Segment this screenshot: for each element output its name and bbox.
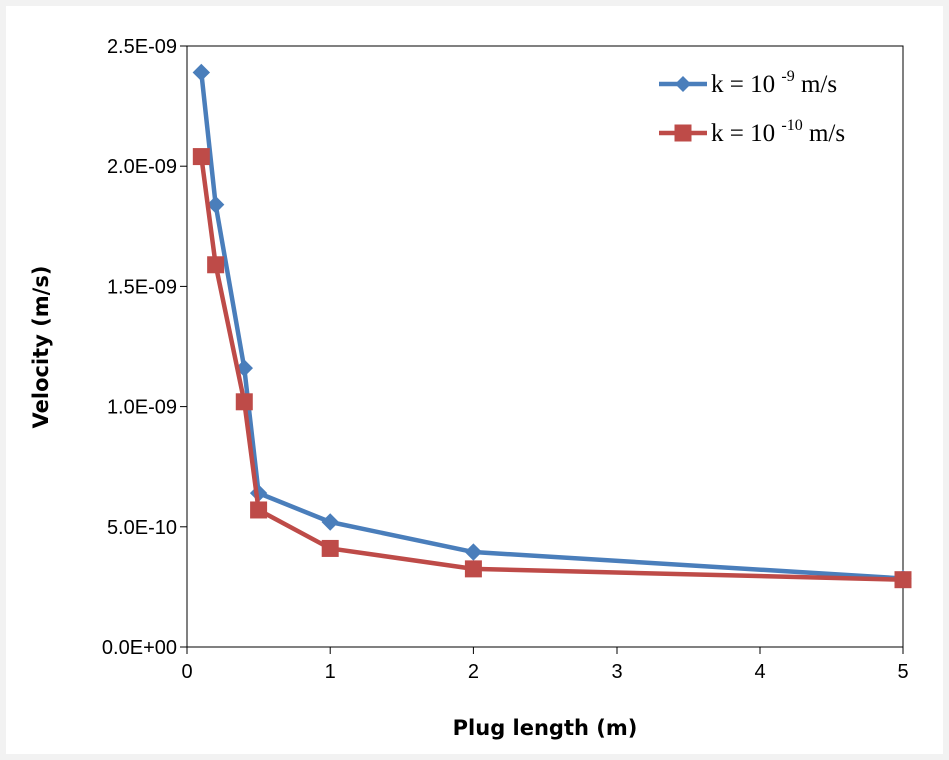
y-tick-label: 5.0E-10 [107, 517, 177, 539]
data-point-square [464, 560, 482, 578]
series-line-1 [199, 72, 904, 581]
data-point-diamond [464, 543, 483, 561]
data-point-square [192, 148, 210, 166]
legend-label-1: k = 10 -9 m/s [711, 68, 837, 98]
legend-label-2: k = 10 -10 m/s [711, 117, 845, 147]
data-point-diamond [206, 195, 225, 214]
x-tick-label: 4 [754, 661, 765, 683]
legend-marker-diamond [675, 76, 691, 92]
x-tick-label: 1 [325, 661, 336, 683]
data-point-square [321, 539, 339, 557]
x-tick-label: 2 [468, 661, 479, 683]
data-point-square [250, 501, 268, 519]
y-axis-title: Velocity (m/s) [29, 266, 53, 429]
y-tick-label: 1.5E-09 [107, 276, 177, 298]
data-point-square [894, 571, 912, 589]
chart-panel: 0.0E+00 5.0E-10 1.0E-09 1.5E-09 2.0E-09 2.5E-… [6, 6, 943, 754]
y-tick-label: 2.0E-09 [107, 156, 177, 178]
legend-marker-square [674, 124, 692, 142]
series-line-2 [199, 156, 904, 582]
x-tick-label: 3 [611, 661, 622, 683]
data-point-diamond [321, 513, 339, 531]
x-tick-label: 0 [181, 661, 192, 683]
velocity-chart: 0.0E+00 5.0E-10 1.0E-09 1.5E-09 2.0E-09 2.5E-… [29, 36, 912, 740]
data-point-square [207, 256, 225, 274]
y-tick-label: 2.5E-09 [107, 36, 177, 58]
plot-area-border [186, 45, 904, 648]
y-tick-label: 0.0E+00 [102, 637, 177, 659]
y-tick-label: 1.0E-09 [107, 397, 177, 419]
x-tick-label: 5 [897, 661, 908, 683]
x-axis-title: Plug length (m) [453, 716, 638, 740]
data-point-diamond [192, 63, 211, 82]
data-point-square [235, 393, 253, 411]
